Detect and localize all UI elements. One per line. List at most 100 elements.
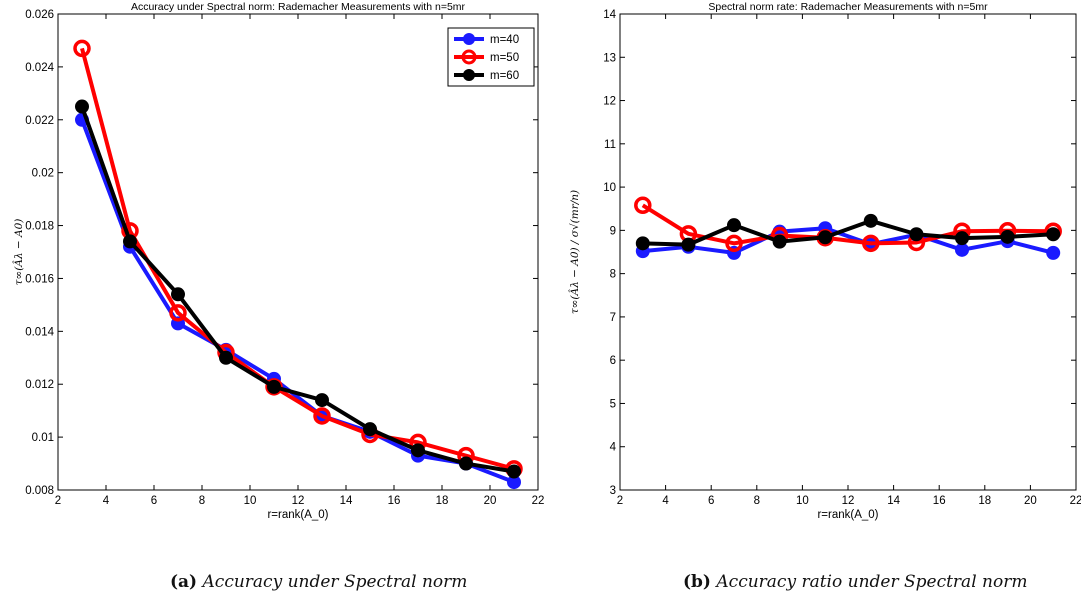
y-tick-label: 14 — [603, 9, 616, 21]
data-point — [1000, 229, 1015, 244]
y-tick-label: 0.026 — [25, 9, 54, 21]
x-tick-label: 12 — [842, 495, 855, 507]
x-axis-label: r=rank(A_0) — [267, 509, 328, 521]
y-axis-label: τ∞(Âλ − A0) / σ√(mr/n) — [567, 190, 581, 314]
x-tick-label: 4 — [662, 495, 669, 507]
data-point — [909, 227, 924, 242]
x-tick-label: 18 — [978, 495, 991, 507]
data-point — [459, 456, 473, 471]
series-line — [642, 226, 1054, 255]
caption-b: (b) Accuracy ratio under Spectral norm — [683, 572, 1027, 592]
y-tick-label: 9 — [610, 225, 616, 237]
chart-title: Spectral norm rate: Rademacher Measureme… — [708, 1, 988, 13]
data-point — [507, 464, 521, 479]
series-line — [641, 203, 1054, 246]
y-tick-label: 0.02 — [32, 168, 54, 180]
x-tick-label: 2 — [617, 495, 623, 507]
data-point — [862, 234, 880, 253]
y-tick-label: 11 — [604, 139, 616, 151]
y-tick-label: 3 — [610, 485, 616, 497]
x-tick-label: 16 — [388, 495, 401, 507]
legend-swatch-marker — [463, 69, 475, 81]
chart-1: Accuracy under Spectral norm: Rademacher… — [11, 1, 544, 521]
y-tick-label: 8 — [610, 269, 616, 281]
x-tick-label: 16 — [933, 495, 946, 507]
data-point — [818, 230, 833, 245]
x-tick-label: 14 — [887, 495, 900, 507]
x-tick-label: 8 — [754, 495, 760, 507]
legend-swatch-marker — [461, 49, 477, 65]
data-point — [1046, 227, 1061, 242]
series-3 — [635, 213, 1061, 252]
y-tick-label: 0.024 — [25, 62, 54, 74]
data-point — [955, 242, 969, 257]
y-tick-label: 6 — [610, 355, 616, 367]
caption-a: (a) Accuracy under Spectral norm — [170, 572, 467, 592]
x-tick-label: 10 — [796, 495, 809, 507]
figure: Accuracy under Spectral norm: Rademacher… — [11, 1, 1081, 521]
x-tick-label: 20 — [1024, 495, 1037, 507]
caption-a-text: Accuracy under Spectral norm — [202, 572, 468, 592]
x-tick-label: 8 — [199, 495, 205, 507]
data-point — [725, 234, 743, 253]
x-axis-label: r=rank(A_0) — [817, 509, 878, 521]
y-tick-label: 0.016 — [25, 273, 54, 285]
data-point — [635, 236, 650, 251]
series-3 — [75, 99, 521, 479]
x-tick-label: 20 — [484, 495, 497, 507]
data-point — [73, 39, 91, 58]
x-tick-label: 4 — [103, 495, 110, 507]
data-point — [772, 234, 787, 249]
series-1 — [75, 112, 521, 490]
y-tick-label: 0.014 — [25, 326, 54, 338]
data-point — [955, 231, 969, 246]
x-tick-label: 6 — [708, 495, 714, 507]
y-tick-label: 10 — [603, 182, 616, 194]
caption-b-text: Accuracy ratio under Spectral norm — [716, 572, 1028, 592]
y-axis-label: τ∞(Âλ − A0) — [11, 219, 25, 286]
data-point — [411, 443, 425, 458]
legend-label: m=40 — [490, 34, 519, 46]
data-point — [1046, 245, 1061, 260]
chart-title: Accuracy under Spectral norm: Rademacher… — [131, 1, 466, 13]
x-tick-label: 10 — [244, 495, 257, 507]
y-tick-label: 0.018 — [25, 221, 54, 233]
x-tick-label: 22 — [532, 495, 545, 507]
legend-label: m=50 — [490, 52, 519, 64]
series-line — [642, 218, 1054, 247]
legend-label: m=60 — [490, 70, 519, 82]
x-tick-label: 14 — [340, 495, 353, 507]
data-point — [313, 407, 331, 425]
data-point — [863, 213, 878, 228]
data-point — [681, 237, 696, 252]
caption-b-label: (b) — [683, 572, 711, 592]
legend-swatch-marker — [463, 33, 475, 45]
y-tick-label: 0.01 — [32, 432, 54, 444]
data-point — [315, 393, 329, 408]
data-point — [171, 287, 185, 302]
y-tick-label: 13 — [603, 52, 616, 64]
chart-2: Spectral norm rate: Rademacher Measureme… — [567, 1, 1081, 521]
data-point — [219, 350, 233, 365]
data-point — [634, 196, 652, 215]
x-tick-label: 18 — [436, 495, 449, 507]
x-tick-label: 6 — [151, 495, 157, 507]
x-tick-label: 12 — [292, 495, 305, 507]
y-tick-label: 12 — [603, 96, 616, 108]
data-point — [363, 422, 377, 437]
data-point — [123, 234, 137, 249]
y-tick-label: 7 — [610, 312, 616, 324]
y-tick-label: 0.008 — [25, 485, 54, 497]
data-point — [169, 304, 187, 322]
caption-a-label: (a) — [170, 572, 198, 592]
y-tick-label: 0.022 — [25, 115, 54, 127]
x-tick-label: 2 — [55, 495, 61, 507]
x-tick-label: 22 — [1070, 495, 1081, 507]
data-point — [75, 99, 89, 114]
legend: m=40 m=50 m=60 — [447, 27, 535, 87]
data-point — [727, 218, 741, 233]
y-tick-label: 5 — [610, 398, 616, 410]
series-2 — [73, 39, 523, 478]
series-line — [80, 119, 515, 484]
data-point — [267, 379, 281, 394]
